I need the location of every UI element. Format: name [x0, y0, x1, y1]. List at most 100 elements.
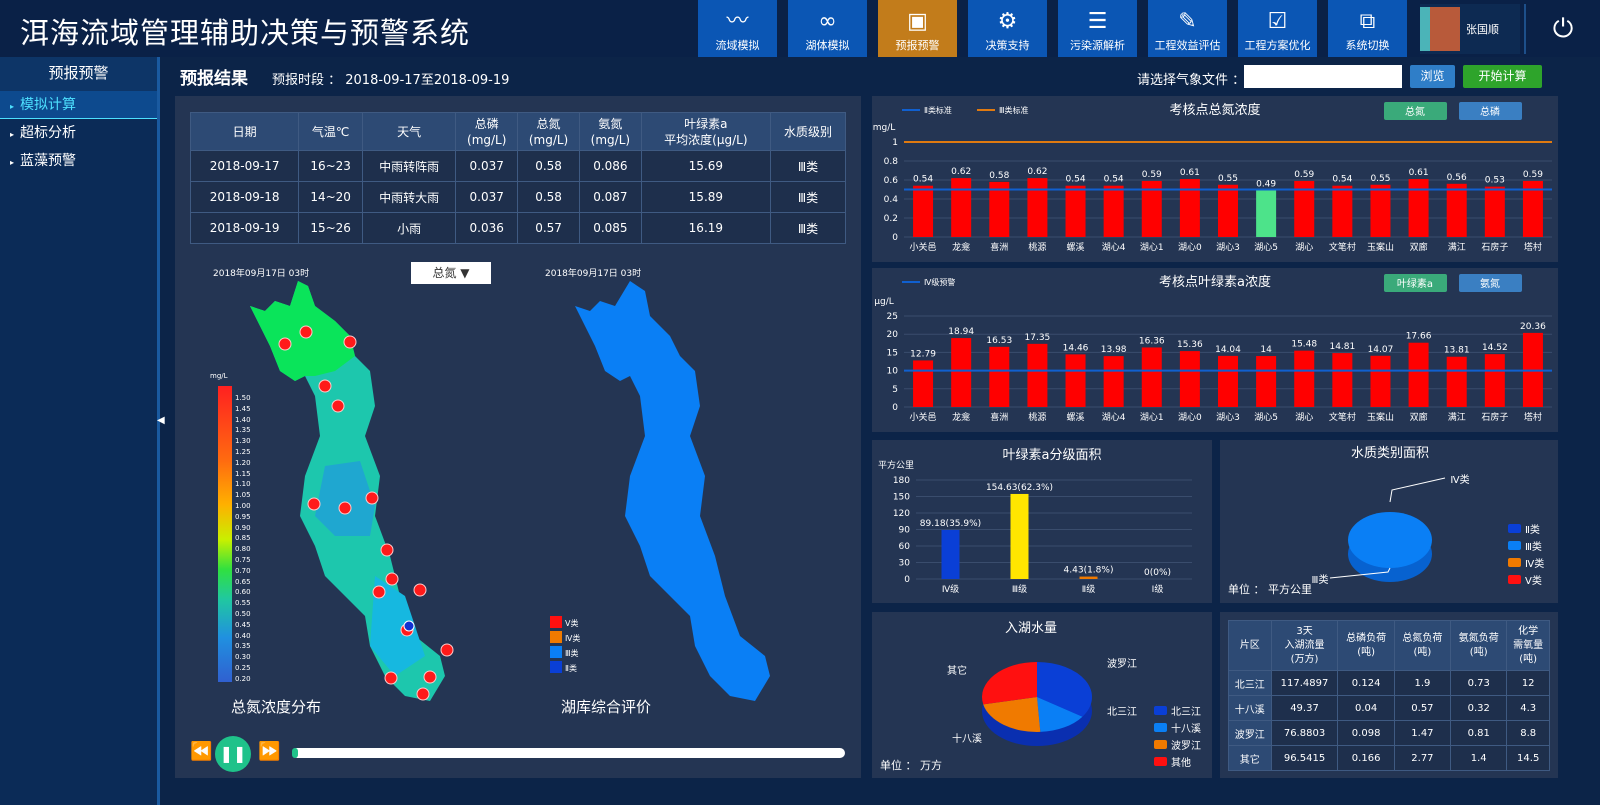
monitor-point[interactable] — [307, 497, 321, 511]
bar[interactable] — [1332, 353, 1353, 407]
bar[interactable] — [1218, 184, 1238, 237]
bar[interactable] — [989, 346, 1010, 407]
table-cell: Ⅲ类 — [769, 212, 847, 244]
start-calc-button[interactable]: 开始计算 — [1463, 65, 1542, 88]
bar[interactable] — [1027, 343, 1048, 407]
pie-slice[interactable] — [1037, 662, 1092, 717]
nav-lake[interactable]: ∞ 湖体模拟 — [788, 0, 867, 57]
pie-slice[interactable] — [1037, 697, 1083, 732]
bar[interactable] — [1065, 185, 1086, 237]
legend-swatch — [1508, 541, 1521, 550]
nav-edit[interactable]: ✎ 工程效益评估 — [1148, 0, 1227, 57]
bar[interactable] — [1141, 347, 1162, 407]
bar[interactable] — [1370, 184, 1391, 237]
sidebar-item[interactable]: ▸ 模拟计算 — [0, 91, 157, 119]
legend-label: Ⅱ类 — [565, 664, 577, 673]
pause-button[interactable]: ❚❚ — [215, 736, 251, 772]
bar[interactable] — [1332, 185, 1353, 237]
bar[interactable] — [1522, 180, 1543, 237]
bar[interactable] — [1294, 180, 1315, 237]
bar[interactable] — [1484, 354, 1505, 407]
x-tick-label: 龙龛 — [952, 241, 970, 253]
bar[interactable] — [1103, 356, 1124, 407]
nav-gear-people[interactable]: ⚙ 决策支持 — [968, 0, 1047, 57]
clipboard-check-icon: ☑ — [1267, 9, 1288, 34]
nav-river[interactable]: 〰流域模拟 — [698, 0, 777, 57]
bar[interactable] — [913, 185, 934, 237]
bar[interactable] — [1179, 351, 1200, 407]
table-cell: 14.5 — [1506, 745, 1550, 771]
sidebar-item[interactable]: ▸ 超标分析 — [0, 119, 157, 147]
weather-file-input[interactable] — [1244, 65, 1402, 88]
monitor-point[interactable] — [343, 335, 357, 349]
monitor-point[interactable] — [380, 543, 394, 557]
user-info[interactable]: 张国顺 — [1420, 4, 1520, 54]
bar[interactable] — [1294, 350, 1315, 407]
rewind-icon[interactable]: ⏪ — [190, 741, 213, 762]
bar[interactable] — [1408, 342, 1429, 407]
bar[interactable] — [1179, 179, 1200, 237]
bar[interactable] — [1079, 576, 1098, 579]
power-icon[interactable]: ⏻ — [1524, 4, 1600, 54]
bar[interactable] — [1218, 355, 1238, 407]
monitor-point[interactable] — [385, 572, 399, 586]
monitor-point[interactable] — [413, 583, 427, 597]
bar[interactable] — [1370, 355, 1391, 407]
collapse-sidebar-icon[interactable]: ◀ — [157, 415, 165, 426]
browse-button[interactable]: 浏览 — [1410, 65, 1455, 88]
bar[interactable] — [1408, 179, 1429, 237]
monitor-point[interactable] — [278, 337, 292, 351]
chart-toggle-button[interactable] — [1384, 102, 1447, 120]
monitor-point[interactable] — [440, 643, 454, 657]
progress-fill — [292, 748, 298, 758]
pie-slice[interactable] — [982, 662, 1037, 705]
monitor-point[interactable] — [384, 671, 398, 685]
bar[interactable] — [989, 181, 1010, 237]
monitor-point[interactable] — [299, 325, 313, 339]
bar[interactable] — [951, 338, 972, 407]
monitor-point[interactable] — [338, 501, 352, 515]
monitor-point[interactable] — [331, 399, 345, 413]
pie-slice[interactable] — [983, 697, 1041, 732]
nav-switch[interactable]: ⧉ 系统切换 — [1328, 0, 1407, 57]
table-cell: 0.04 — [1337, 695, 1395, 721]
monitor-point[interactable] — [423, 670, 437, 684]
playback-progress[interactable] — [292, 748, 845, 758]
fast-forward-icon[interactable]: ⏩ — [258, 741, 281, 762]
table-cell: 0.58 — [517, 181, 580, 213]
x-tick-label: 塔村 — [1524, 241, 1542, 253]
monitor-point[interactable] — [403, 620, 415, 632]
bar[interactable] — [1446, 356, 1467, 407]
chart-toggle-button[interactable] — [1459, 274, 1522, 292]
bar[interactable] — [1484, 186, 1505, 237]
nav-list[interactable]: ☰ 污染源解析 — [1058, 0, 1137, 57]
nav-warning-doc[interactable]: ▣ 预报预警 — [878, 0, 957, 57]
chart-toggle-button[interactable] — [1459, 102, 1522, 120]
bar[interactable] — [1010, 493, 1029, 579]
monitor-point[interactable] — [372, 585, 386, 599]
monitor-point[interactable] — [365, 491, 379, 505]
param-select[interactable]: 总氮 ▼ — [411, 262, 491, 284]
bar[interactable] — [1103, 185, 1124, 237]
bar[interactable] — [1446, 183, 1467, 237]
bar[interactable] — [1027, 178, 1048, 237]
bar[interactable] — [951, 178, 972, 237]
monitor-point[interactable] — [318, 379, 332, 393]
x-tick-label: 文笔村 — [1329, 241, 1356, 253]
monitor-point[interactable] — [416, 687, 430, 701]
sidebar-item[interactable]: ▸ 蓝藻预警 — [0, 147, 157, 175]
y-tick-label: 120 — [893, 509, 910, 519]
pie-slice[interactable] — [1348, 512, 1432, 568]
y-tick-label: 0 — [892, 403, 898, 413]
bar[interactable] — [1256, 356, 1277, 407]
bar[interactable] — [913, 360, 934, 407]
bar[interactable] — [1256, 190, 1277, 237]
lake-maps — [250, 281, 770, 701]
bullet-icon: ▸ — [10, 158, 15, 167]
nav-clipboard-check[interactable]: ☑ 工程方案优化 — [1238, 0, 1317, 57]
bar[interactable] — [941, 529, 960, 579]
bar[interactable] — [1141, 180, 1162, 237]
bar[interactable] — [1065, 354, 1086, 407]
chart-toggle-button[interactable] — [1384, 274, 1447, 292]
data-label: 0.62 — [1027, 167, 1047, 177]
